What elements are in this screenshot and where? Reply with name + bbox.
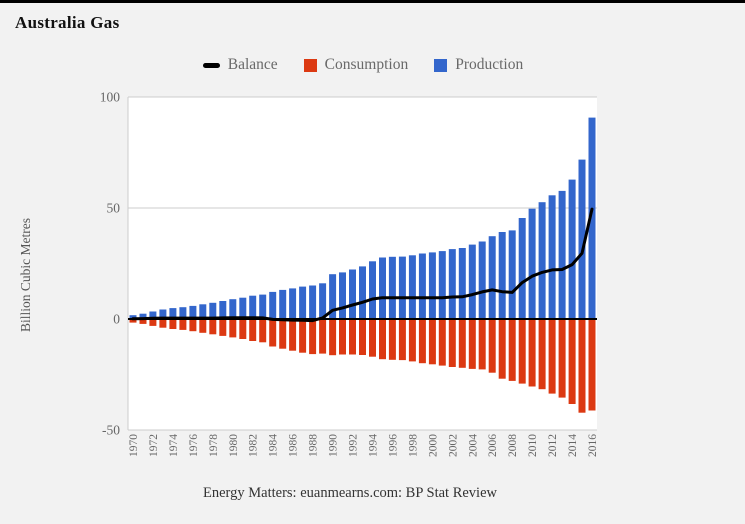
- svg-text:1978: 1978: [208, 434, 220, 457]
- legend-label-balance: Balance: [227, 56, 278, 73]
- svg-text:2006: 2006: [487, 434, 499, 457]
- y-gridlines: [127, 96, 597, 431]
- svg-text:-50: -50: [102, 423, 120, 438]
- consumption-bars: [129, 319, 596, 413]
- svg-text:1974: 1974: [168, 434, 180, 457]
- svg-text:2000: 2000: [427, 434, 439, 457]
- balance-line-marker: [202, 62, 220, 68]
- chart-source: Energy Matters: euanmearns.com: BP Stat …: [203, 485, 497, 501]
- legend-item-balance: Balance: [202, 56, 278, 74]
- svg-text:0: 0: [113, 312, 120, 327]
- svg-text:1990: 1990: [328, 434, 340, 457]
- svg-text:1980: 1980: [228, 434, 240, 457]
- legend-item-production: Production: [434, 56, 523, 74]
- svg-text:1972: 1972: [148, 434, 160, 457]
- svg-text:1986: 1986: [288, 434, 300, 457]
- svg-text:1984: 1984: [268, 434, 280, 457]
- chart-title: Australia Gas: [15, 13, 120, 32]
- plot-area: [128, 97, 597, 430]
- legend-label-production: Production: [455, 56, 524, 73]
- svg-text:1982: 1982: [248, 434, 260, 457]
- production-swatch: [434, 58, 448, 72]
- svg-text:2016: 2016: [587, 434, 599, 457]
- svg-text:1976: 1976: [188, 434, 200, 457]
- chart-legend: Balance Consumption Production: [0, 56, 726, 74]
- svg-text:2004: 2004: [467, 434, 479, 457]
- balance-line: [131, 207, 594, 323]
- svg-text:2014: 2014: [567, 434, 579, 457]
- svg-text:2010: 2010: [527, 434, 539, 457]
- svg-text:1988: 1988: [308, 434, 320, 457]
- x-axis-tick-labels: 1970 1972 1974 1976 1978 1980 1982 1984 1986 1988…: [128, 434, 599, 457]
- svg-text:2008: 2008: [507, 434, 519, 457]
- svg-text:1994: 1994: [368, 434, 380, 457]
- legend-item-consumption: Consumption: [303, 56, 409, 74]
- svg-text:100: 100: [100, 90, 121, 105]
- svg-text:1996: 1996: [387, 434, 399, 457]
- production-bars: [129, 117, 596, 319]
- svg-text:50: 50: [107, 201, 121, 216]
- svg-text:2002: 2002: [447, 434, 459, 457]
- consumption-swatch: [303, 58, 317, 72]
- y-axis-tick-labels: 100 50 0 -50: [100, 90, 121, 438]
- svg-text:2012: 2012: [547, 434, 559, 457]
- svg-text:1970: 1970: [128, 434, 140, 457]
- svg-text:1998: 1998: [407, 434, 419, 457]
- y-axis-title: Billion Cubic Metres: [18, 218, 33, 332]
- chart-canvas: 100 50 0 -50 1970 1972 1974 1976 1978 1980 1982 198…: [18, 90, 599, 458]
- svg-text:1992: 1992: [348, 434, 360, 457]
- legend-label-consumption: Consumption: [324, 56, 409, 73]
